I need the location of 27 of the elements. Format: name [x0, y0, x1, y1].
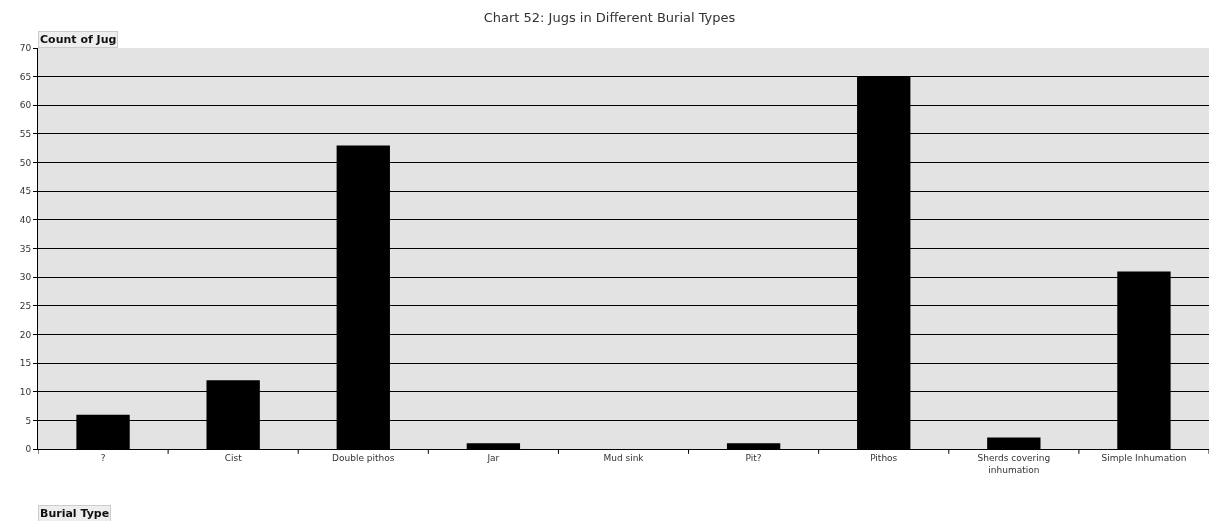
- x-tick-label: Jar: [486, 452, 500, 463]
- y-tick-label: 35: [19, 243, 32, 254]
- y-tick-label: 20: [19, 329, 32, 340]
- x-tick-label: Sherds covering inhumation: [977, 452, 1051, 475]
- x-tick-label: Simple Inhumation: [1101, 452, 1187, 463]
- y-tick-label: 10: [19, 386, 32, 397]
- x-tick-label: Cist: [224, 452, 243, 463]
- y-tick-label: 55: [19, 129, 32, 140]
- y-tick-label: 60: [19, 100, 32, 111]
- x-tick-label: Double pithos: [332, 452, 395, 463]
- y-tick-label: 45: [19, 186, 32, 197]
- x-tick-label: ?: [100, 452, 106, 463]
- x-tick-label: Mud sink: [603, 452, 645, 463]
- x-tick-label: Pit?: [745, 452, 762, 463]
- x-tick-label: Pithos: [870, 452, 898, 463]
- y-tick-label: 0: [25, 444, 32, 455]
- y-axis-title: Count of Jug: [40, 33, 117, 46]
- y-tick-label: 15: [19, 358, 32, 369]
- y-tick-label: 40: [19, 215, 32, 226]
- y-tick-label: 70: [19, 43, 32, 54]
- y-tick-label: 25: [19, 300, 32, 311]
- x-axis-title: Burial Type: [40, 507, 110, 520]
- chart-title: Chart 52: Jugs in Different Burial Types: [483, 10, 736, 26]
- y-tick-label: 5: [25, 415, 32, 426]
- y-tick-label: 50: [19, 157, 32, 168]
- y-tick-label: 30: [19, 272, 32, 283]
- y-tick-label: 65: [19, 71, 32, 82]
